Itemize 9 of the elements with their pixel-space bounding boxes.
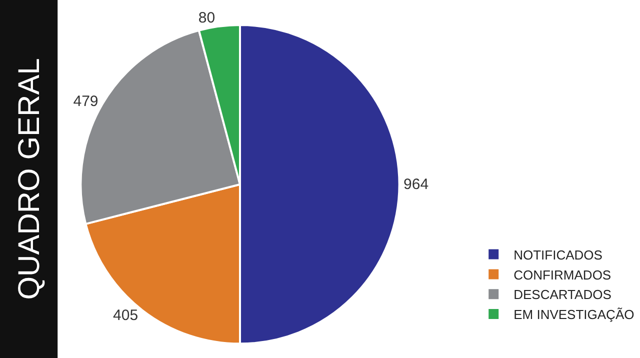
data-label: 80 xyxy=(198,10,216,27)
legend-label: EM INVESTIGAÇÃO xyxy=(514,307,634,322)
legend-label: NOTIFICADOS xyxy=(514,247,603,262)
text: QUADRO GERAL xyxy=(12,58,46,300)
data-label: 479 xyxy=(73,93,98,110)
legend-label: CONFIRMADOS xyxy=(514,267,612,282)
data-label: 405 xyxy=(113,307,138,324)
data-label: 964 xyxy=(404,176,429,193)
legend-label: DESCARTADOS xyxy=(514,287,612,302)
